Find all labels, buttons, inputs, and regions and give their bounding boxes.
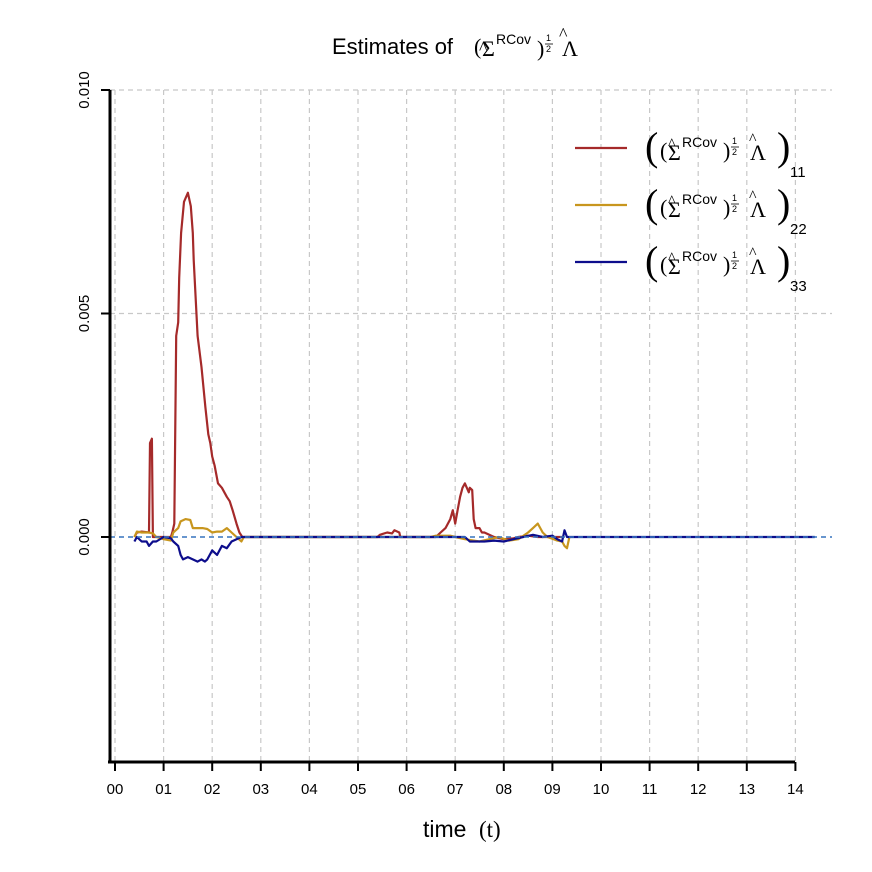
x-tick-label: 14 xyxy=(787,781,804,798)
grid xyxy=(110,89,832,762)
legend-inner-paren-open: ( xyxy=(660,138,667,163)
legend-lambda-hat: ^ xyxy=(749,245,757,262)
x-axis-label-unit: (t) xyxy=(479,817,501,842)
legend-exponent-num: 1 xyxy=(732,193,737,203)
legend-lambda-hat: ^ xyxy=(749,188,757,205)
legend-entry-22: ((^Σ RCov) 12^Λ)22 xyxy=(575,181,807,238)
legend-superscript: RCov xyxy=(682,191,717,207)
legend-inner-paren-open: ( xyxy=(660,195,667,220)
chart-title-prefix: Estimates of xyxy=(332,34,454,59)
legend-paren-open: ( xyxy=(645,124,658,169)
x-tick-label: 00 xyxy=(107,781,124,798)
chart-title-lambda: Λ xyxy=(562,36,578,61)
legend-entry-33: ((^Σ RCov) 12^Λ)33 xyxy=(575,238,807,295)
x-tick-label: 08 xyxy=(495,781,512,798)
legend-exponent-num: 1 xyxy=(732,136,737,146)
legend-paren-close: ) xyxy=(777,181,790,226)
legend-paren-close: ) xyxy=(777,124,790,169)
x-tick-label: 13 xyxy=(738,781,755,798)
legend-superscript: RCov xyxy=(682,248,717,264)
legend-superscript: RCov xyxy=(682,134,717,150)
y-tick-label: 0.005 xyxy=(76,295,93,333)
x-tick-label: 04 xyxy=(301,781,318,798)
chart-title-paren-close: ) xyxy=(537,36,544,61)
axes xyxy=(108,90,795,764)
x-tick-label: 01 xyxy=(155,781,172,798)
chart-title-paren-open: ( xyxy=(474,34,481,59)
chart-title-sigma-hat: ^ xyxy=(479,38,488,58)
legend-exponent-num: 1 xyxy=(732,250,737,260)
x-tick-label: 10 xyxy=(593,781,610,798)
chart-title-exponent-num: 1 xyxy=(546,33,551,43)
series-line-33 xyxy=(133,529,815,563)
chart-title-superscript: RCov xyxy=(496,31,531,47)
series-layer xyxy=(110,191,832,563)
legend-exponent-den: 2 xyxy=(732,261,737,271)
legend-sigma-hat: ^ xyxy=(668,136,676,153)
series-line-11 xyxy=(133,191,563,541)
legend: ((^Σ RCov) 12^Λ)11((^Σ RCov) 12^Λ)22((^Σ RCov… xyxy=(575,124,807,295)
legend-inner-paren-close: ) xyxy=(723,138,730,163)
chart-title-lambda-hat: ^ xyxy=(559,24,568,44)
x-axis-label: time (t) xyxy=(423,816,501,842)
legend-lambda: Λ xyxy=(750,197,766,222)
x-tick-label: 07 xyxy=(447,781,464,798)
x-tick-label: 02 xyxy=(204,781,221,798)
x-tick-label: 06 xyxy=(398,781,415,798)
legend-subscript: 33 xyxy=(790,278,807,295)
legend-paren-open: ( xyxy=(645,238,658,283)
legend-subscript: 11 xyxy=(790,164,806,181)
legend-paren-close: ) xyxy=(777,238,790,283)
x-tick-label: 12 xyxy=(690,781,707,798)
legend-sigma: Σ xyxy=(668,140,681,165)
legend-exponent-den: 2 xyxy=(732,204,737,214)
legend-subscript: 22 xyxy=(790,221,807,238)
legend-lambda-hat: ^ xyxy=(749,131,757,148)
x-tick-label: 05 xyxy=(350,781,367,798)
legend-sigma: Σ xyxy=(668,197,681,222)
legend-lambda: Λ xyxy=(750,140,766,165)
x-axis-label-text: time xyxy=(423,816,466,842)
legend-exponent-den: 2 xyxy=(732,147,737,157)
legend-inner-paren-close: ) xyxy=(723,252,730,277)
legend-entry-11: ((^Σ RCov) 12^Λ)11 xyxy=(575,124,806,181)
x-tick-label: 11 xyxy=(642,781,658,798)
y-tick-label: 0.010 xyxy=(76,71,93,109)
legend-sigma-hat: ^ xyxy=(668,250,676,267)
legend-paren-open: ( xyxy=(645,181,658,226)
series-line-22 xyxy=(133,518,571,550)
legend-inner-paren-close: ) xyxy=(723,195,730,220)
x-tick-label: 09 xyxy=(544,781,561,798)
x-tick-label: 03 xyxy=(252,781,269,798)
chart-title-sigma: Σ xyxy=(482,36,495,61)
y-ticks: 0.000 0.005 0.010 xyxy=(76,71,110,556)
x-ticks: 00 01 02 03 04 05 06 07 08 09 10 11 12 13 14 xyxy=(107,762,804,798)
legend-inner-paren-open: ( xyxy=(660,252,667,277)
y-tick-label: 0.000 xyxy=(76,518,93,556)
chart-title: Estimates of ( ^ Σ RCov ) 1 2 ^ Λ xyxy=(332,24,578,61)
legend-sigma-hat: ^ xyxy=(668,193,676,210)
legend-sigma: Σ xyxy=(668,254,681,279)
chart-title-exponent-den: 2 xyxy=(546,44,551,54)
legend-lambda: Λ xyxy=(750,254,766,279)
